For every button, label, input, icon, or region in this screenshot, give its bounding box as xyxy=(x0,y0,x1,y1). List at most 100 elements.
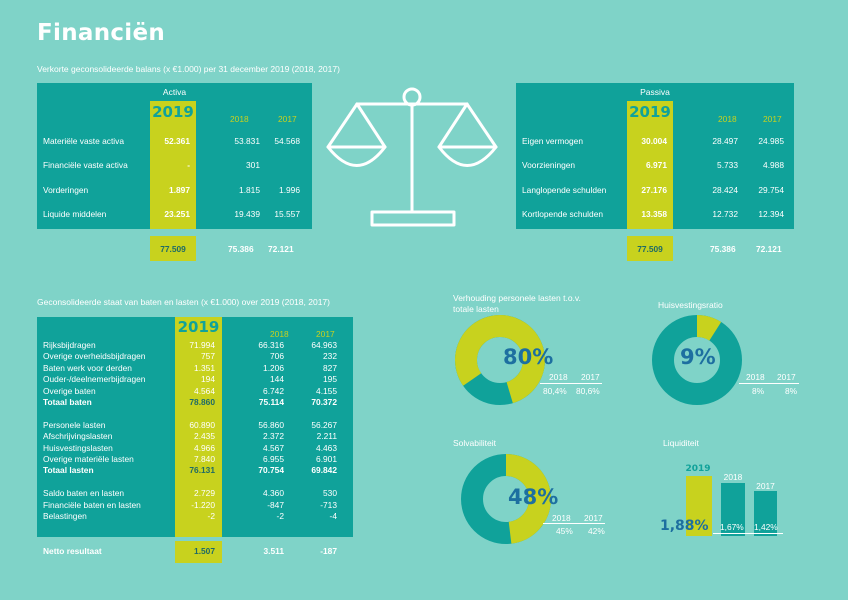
passiva-total-2017: 72.121 xyxy=(756,244,782,254)
liquiditeit-y2018: 2018 xyxy=(723,472,743,482)
staat-row-label: Baten werk voor derden xyxy=(43,362,132,373)
staat-row-label: Overige baten xyxy=(43,385,96,396)
liquiditeit-title: Liquiditeit xyxy=(663,438,699,448)
activa-row-label: Vorderingen xyxy=(43,185,89,195)
staat-row-2018: -2 xyxy=(276,511,284,521)
staat-row-2019: 4.564 xyxy=(194,385,215,396)
balans-subtitle: Verkorte geconsolideerde balans (x €1.00… xyxy=(37,64,340,74)
passiva-row-2018: 28.497 xyxy=(712,136,738,146)
liquiditeit-bar-2018 xyxy=(721,482,745,536)
staat-row-2017: -713 xyxy=(320,499,337,510)
huisvesting-divider xyxy=(739,383,799,384)
staat-year-2017: 2017 xyxy=(316,329,335,339)
personeel-donut-value xyxy=(454,315,545,405)
personeel-v2017: 80,6% xyxy=(576,386,600,396)
passiva-total-2019: 77.509 xyxy=(637,244,663,254)
staat-row-2019: 4.966 xyxy=(194,442,215,453)
staat-row-2018: 4.567 xyxy=(263,442,284,453)
staat-row-2018: 6.742 xyxy=(263,385,284,396)
passiva-2019-column xyxy=(627,101,673,229)
staat-row-2017: 827 xyxy=(323,362,337,373)
staat-row-2019: 194 xyxy=(201,374,215,385)
personeel-value: 80% xyxy=(503,345,554,369)
staat-row-2017: 56.267 xyxy=(311,419,337,430)
passiva-year-2017: 2017 xyxy=(763,114,782,124)
staat-row-2019: -1.220 xyxy=(191,499,215,510)
activa-year-2018: 2018 xyxy=(230,114,249,124)
staat-row-2019: 2.435 xyxy=(194,431,215,442)
staat-row-2019: 60.890 xyxy=(189,419,215,430)
solvabiliteit-divider xyxy=(543,523,605,524)
passiva-row-2017: 29.754 xyxy=(758,185,784,195)
scales-icon xyxy=(326,87,498,227)
staat-row-2017: 64.963 xyxy=(311,340,337,350)
staat-row-2018: 144 xyxy=(270,374,284,385)
activa-row-2018: 301 xyxy=(246,160,260,170)
staat-row-label: Huisvestingslasten xyxy=(43,442,113,453)
solvabiliteit-y2018: 2018 xyxy=(552,513,571,523)
passiva-total-2019-box xyxy=(627,236,673,261)
staat-row-2017: 4.155 xyxy=(316,385,337,396)
netto-2019: 1.507 xyxy=(194,546,215,556)
staat-row-2018: 1.206 xyxy=(263,362,284,373)
personeel-v2018: 80,4% xyxy=(543,386,567,396)
activa-row-2018: 19.439 xyxy=(234,209,260,219)
activa-row-2017: 54.568 xyxy=(274,136,300,146)
passiva-year-2019: 2019 xyxy=(629,103,671,121)
solvabiliteit-donut-value xyxy=(461,454,551,544)
activa-year-2017: 2017 xyxy=(278,114,297,124)
staat-row-2019: 757 xyxy=(201,351,215,362)
personeel-y2017: 2017 xyxy=(581,372,600,382)
activa-total-2019: 77.509 xyxy=(160,244,186,254)
staat-row-label: Afschrijvingslasten xyxy=(43,431,113,442)
staat-2019-column xyxy=(175,317,222,537)
staat-row-2017: 2.211 xyxy=(316,431,337,442)
solvabiliteit-title: Solvabiliteit xyxy=(453,438,496,448)
staat-row-label: Overige materiële lasten xyxy=(43,454,134,464)
activa-row-label: Liquide middelen xyxy=(43,209,107,219)
passiva-row-label: Kortlopende schulden xyxy=(522,209,604,219)
passiva-row-2018: 12.732 xyxy=(712,209,738,219)
activa-row-2018: 1.815 xyxy=(239,185,260,195)
solvabiliteit-v2017: 42% xyxy=(588,526,605,536)
staat-row-2019: 76.131 xyxy=(189,465,215,476)
activa-row-label: Financiële vaste activa xyxy=(43,160,128,170)
solvabiliteit-donut xyxy=(461,454,551,544)
activa-row-2018: 53.831 xyxy=(234,136,260,146)
staat-row-2017: 70.372 xyxy=(311,397,337,407)
staat-row-2019: 1.351 xyxy=(194,362,215,373)
staat-row-2017: 530 xyxy=(323,488,337,499)
staat-year-2018: 2018 xyxy=(270,329,289,339)
liquiditeit-v2018: 1,67% xyxy=(720,522,744,532)
personeel-y2018: 2018 xyxy=(549,372,568,382)
passiva-row-2019: 27.176 xyxy=(641,185,667,195)
solvabiliteit-v2018: 45% xyxy=(556,526,573,536)
liquiditeit-y2019: 2019 xyxy=(685,464,711,474)
liquiditeit-bar-2019 xyxy=(686,475,712,536)
huisvesting-donut-value xyxy=(652,315,742,405)
staat-row-label: Totaal baten xyxy=(43,397,92,407)
passiva-row-2018: 5.733 xyxy=(717,160,738,170)
huisvesting-title: Huisvestingsratio xyxy=(658,300,723,310)
huisvesting-value: 9% xyxy=(680,345,716,369)
passiva-row-label: Voorzieningen xyxy=(522,160,576,170)
activa-total-2019-box xyxy=(150,236,196,261)
staat-row-2019: 2.729 xyxy=(194,488,215,499)
staat-row-2019: 7.840 xyxy=(194,454,215,464)
passiva-row-label: Langlopende schulden xyxy=(522,185,607,195)
netto-2017: -187 xyxy=(320,546,337,556)
staat-row-2019: 71.994 xyxy=(189,340,215,350)
passiva-row-2019: 13.358 xyxy=(641,209,667,219)
activa-total-2018: 75.386 xyxy=(228,244,254,254)
liquiditeit-y2017: 2017 xyxy=(756,481,775,491)
solvabiliteit-y2017: 2017 xyxy=(584,513,603,523)
staat-row-2018: 56.860 xyxy=(258,419,284,430)
staat-row-label: Personele lasten xyxy=(43,419,106,430)
staat-row-2018: 2.372 xyxy=(263,431,284,442)
liquiditeit-divider xyxy=(713,533,783,534)
passiva-row-2017: 24.985 xyxy=(758,136,784,146)
staat-subtitle: Geconsolideerde staat van baten en laste… xyxy=(37,297,330,307)
passiva-row-2018: 28.424 xyxy=(712,185,738,195)
staat-row-label: Ouder-/deelnemerbijdragen xyxy=(43,374,146,385)
passiva-row-2019: 30.004 xyxy=(641,136,667,146)
